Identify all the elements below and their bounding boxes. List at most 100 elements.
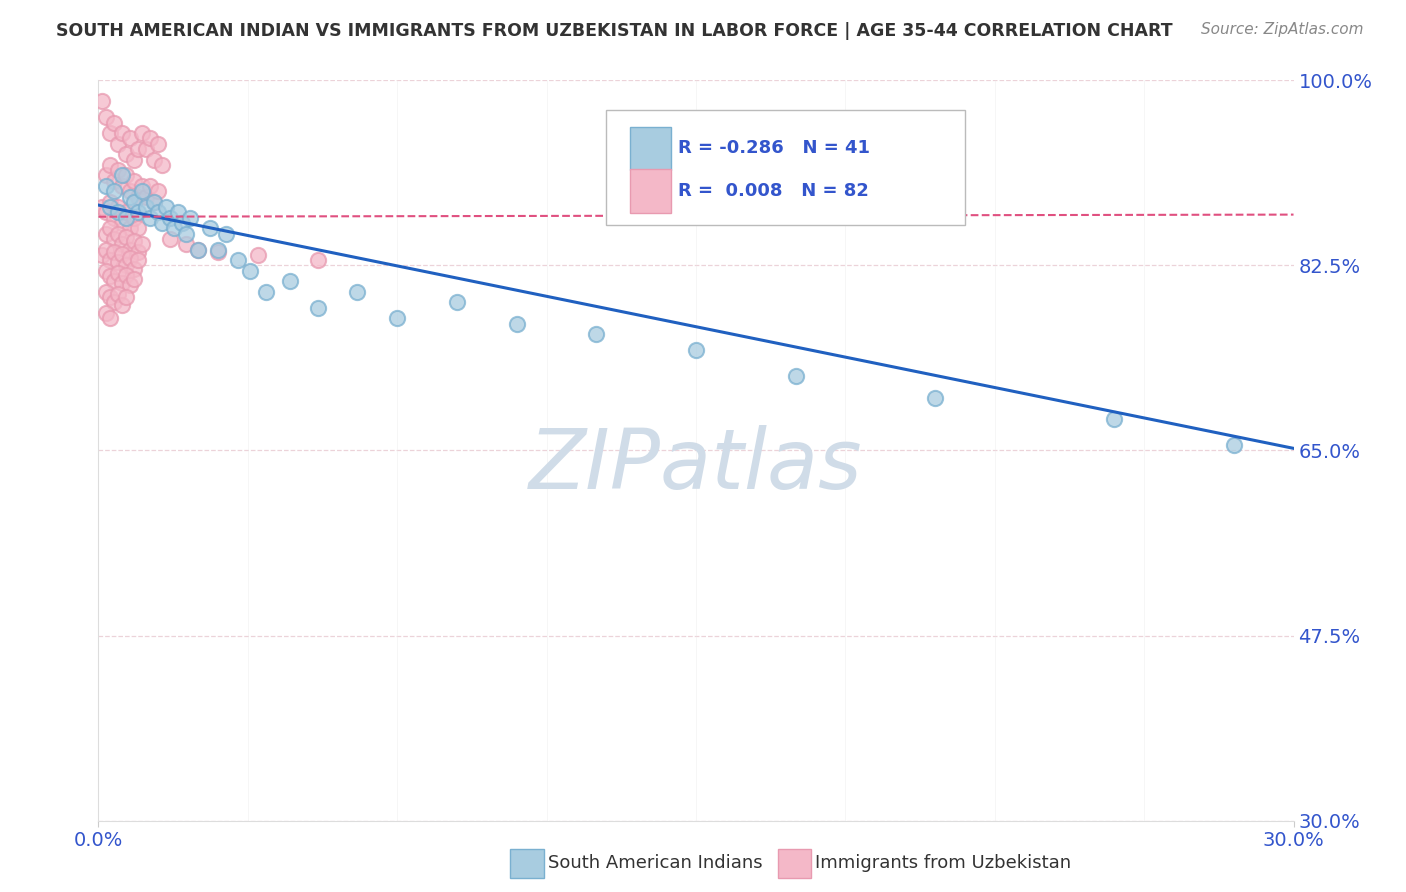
Point xyxy=(98,194,122,209)
Point xyxy=(96,263,118,277)
Point xyxy=(107,163,129,178)
Point xyxy=(120,251,142,265)
Point xyxy=(111,126,134,140)
Point xyxy=(139,179,162,194)
Point xyxy=(585,327,607,342)
Point xyxy=(107,255,129,269)
Point xyxy=(98,290,122,304)
Point xyxy=(239,263,262,277)
Point xyxy=(127,142,149,156)
Text: Immigrants from Uzbekistan: Immigrants from Uzbekistan xyxy=(815,855,1071,872)
Point xyxy=(215,227,238,241)
Point xyxy=(103,115,125,129)
Point xyxy=(107,200,129,214)
Point xyxy=(506,317,529,331)
Point xyxy=(120,185,142,199)
FancyBboxPatch shape xyxy=(630,169,671,213)
Point xyxy=(172,216,194,230)
Point xyxy=(115,268,138,282)
Point xyxy=(167,205,190,219)
Point xyxy=(98,311,122,326)
Point xyxy=(254,285,277,299)
Point xyxy=(124,153,146,167)
Point xyxy=(115,290,138,304)
Point xyxy=(96,179,118,194)
Point xyxy=(96,227,118,241)
Point xyxy=(111,216,134,230)
Point xyxy=(163,221,186,235)
Point xyxy=(115,211,138,225)
Point xyxy=(111,237,134,252)
Point xyxy=(1223,438,1246,452)
Point xyxy=(91,200,114,214)
Point xyxy=(148,205,170,219)
Point xyxy=(346,285,368,299)
Point xyxy=(131,185,153,199)
Point xyxy=(446,295,468,310)
Point xyxy=(120,131,142,145)
FancyBboxPatch shape xyxy=(630,127,671,170)
Point xyxy=(174,227,197,241)
Point xyxy=(115,169,138,183)
Point xyxy=(115,147,138,161)
Point xyxy=(107,287,129,301)
Point xyxy=(91,95,114,109)
Text: R = -0.286   N = 41: R = -0.286 N = 41 xyxy=(678,139,870,157)
Point xyxy=(246,248,269,262)
Point xyxy=(103,232,125,246)
Point xyxy=(103,295,125,310)
Point xyxy=(107,266,129,280)
Text: South American Indians: South American Indians xyxy=(548,855,763,872)
Point xyxy=(98,253,122,268)
Point xyxy=(115,229,138,244)
Point xyxy=(127,189,149,203)
Point xyxy=(207,243,229,257)
Point xyxy=(107,227,129,241)
Point xyxy=(103,211,125,225)
Point xyxy=(120,221,142,235)
Point xyxy=(127,253,149,268)
Point xyxy=(307,253,329,268)
Point xyxy=(187,243,209,257)
Point xyxy=(96,243,118,257)
Point xyxy=(385,311,409,326)
Point xyxy=(124,211,146,225)
Point xyxy=(111,277,134,291)
Point xyxy=(103,174,125,188)
Point xyxy=(139,211,162,225)
Point xyxy=(96,306,118,320)
Point xyxy=(107,136,129,151)
Text: ZIPatlas: ZIPatlas xyxy=(529,425,863,506)
Point xyxy=(96,205,118,219)
Point xyxy=(120,189,142,203)
Point xyxy=(135,200,157,214)
Point xyxy=(127,221,149,235)
Point xyxy=(124,272,146,286)
Text: SOUTH AMERICAN INDIAN VS IMMIGRANTS FROM UZBEKISTAN IN LABOR FORCE | AGE 35-44 C: SOUTH AMERICAN INDIAN VS IMMIGRANTS FROM… xyxy=(56,22,1173,40)
Point xyxy=(124,234,146,248)
Point xyxy=(174,237,197,252)
Point xyxy=(198,221,221,235)
Point xyxy=(127,244,149,259)
Point xyxy=(98,200,122,214)
Point xyxy=(120,243,142,257)
Point xyxy=(124,174,146,188)
Point xyxy=(307,301,329,315)
Point xyxy=(115,259,138,273)
Point xyxy=(226,253,249,268)
Point xyxy=(131,237,153,252)
Point xyxy=(143,153,166,167)
Point xyxy=(187,243,209,257)
Point xyxy=(127,205,149,219)
Point xyxy=(111,297,134,311)
Text: R =  0.008   N = 82: R = 0.008 N = 82 xyxy=(678,182,869,201)
Point xyxy=(148,185,170,199)
Point xyxy=(207,244,229,259)
Point xyxy=(143,194,166,209)
Point xyxy=(98,221,122,235)
Point xyxy=(159,211,181,225)
Point xyxy=(111,169,134,183)
Point xyxy=(98,126,122,140)
Point xyxy=(924,391,946,405)
Point xyxy=(115,205,138,219)
